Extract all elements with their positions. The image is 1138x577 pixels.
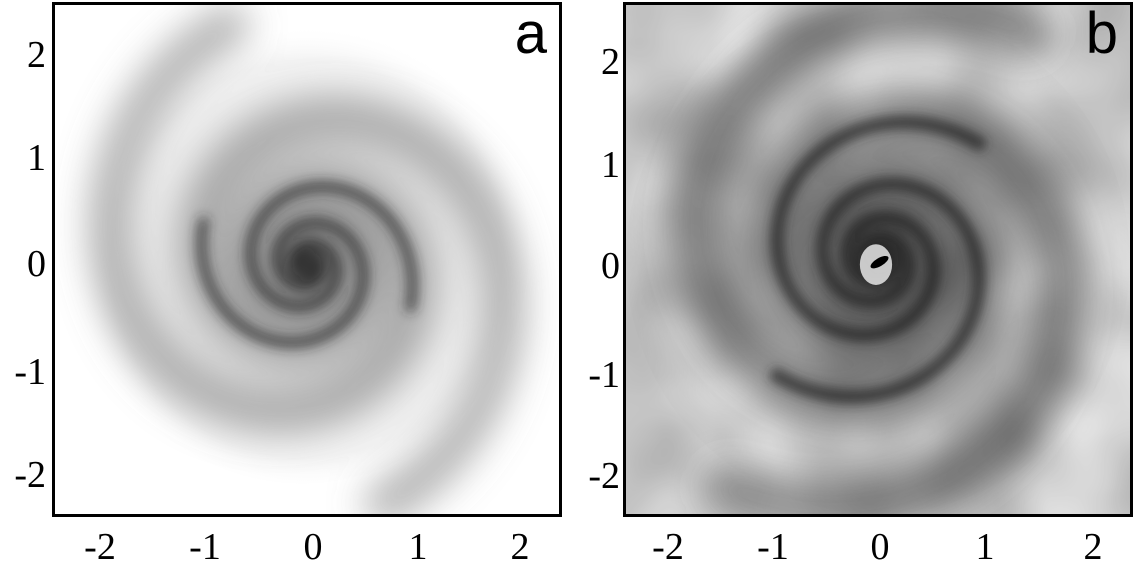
xtick-a-m2: -2 bbox=[84, 526, 116, 568]
ytick-a-1: 1 bbox=[27, 137, 46, 179]
xtick-b-0: 0 bbox=[870, 526, 890, 568]
xtick-a-1: 1 bbox=[408, 526, 428, 568]
ytick-b-1: 1 bbox=[601, 144, 620, 186]
spiral-panel-b: b bbox=[623, 2, 1133, 517]
xtick-a-m1: -1 bbox=[189, 526, 221, 568]
xtick-b-m1: -1 bbox=[757, 526, 789, 568]
spiral-image-b bbox=[626, 5, 1130, 514]
armsA-sharp-arm-1 bbox=[196, 216, 368, 347]
ytick-b-2: 2 bbox=[601, 41, 620, 83]
xtick-b-2: 2 bbox=[1083, 526, 1103, 568]
panel-label-b: b bbox=[1085, 2, 1118, 66]
xtick-b-1: 1 bbox=[975, 526, 995, 568]
armsA-sharp-arm-2 bbox=[246, 182, 418, 313]
panel-label-a: a bbox=[514, 2, 547, 66]
xtick-a-0: 0 bbox=[303, 526, 323, 568]
ytick-b-m1: -1 bbox=[588, 354, 620, 396]
ytick-b-0: 0 bbox=[601, 245, 620, 287]
ytick-a-m1: -1 bbox=[14, 351, 46, 393]
xtick-a-2: 2 bbox=[510, 526, 530, 568]
spiral-image-a bbox=[75, 5, 529, 514]
ytick-b-m2: -2 bbox=[588, 455, 620, 497]
ytick-a-2: 2 bbox=[27, 34, 46, 76]
xtick-b-m2: -2 bbox=[652, 526, 684, 568]
spiral-panel-a: a bbox=[52, 2, 562, 517]
dark-core-b bbox=[870, 255, 889, 269]
ytick-a-m2: -2 bbox=[14, 454, 46, 496]
ytick-a-0: 0 bbox=[27, 243, 46, 285]
